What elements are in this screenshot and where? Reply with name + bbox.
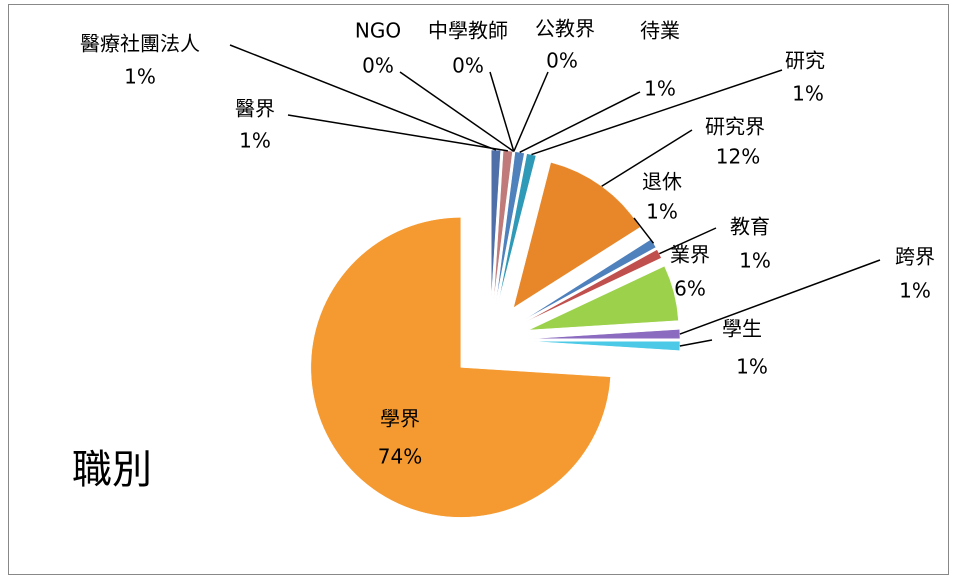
value-label: 0% (452, 54, 484, 78)
value-label: 1% (644, 77, 676, 101)
leader-line (513, 71, 549, 152)
value-label: 1% (239, 129, 271, 153)
value-label: 1% (739, 249, 771, 273)
slice-label: 研究界 (705, 115, 765, 139)
leader-line (679, 339, 713, 347)
leader-line (679, 259, 881, 335)
pie-slice (310, 217, 611, 518)
leader-line (633, 217, 655, 244)
slice-label: 醫界 (235, 97, 275, 121)
chart-title: 職別 (72, 447, 152, 493)
slice-label: 教育 (730, 215, 770, 239)
leader-line (489, 71, 515, 152)
value-label: 1% (899, 279, 931, 303)
value-label: 0% (546, 49, 578, 73)
value-label: 1% (736, 355, 768, 379)
leader-line (531, 69, 783, 156)
value-label: 1% (646, 200, 678, 224)
slice-label: 學界 (380, 407, 420, 431)
value-label: 0% (362, 54, 394, 78)
leader-line (399, 71, 515, 153)
value-label: 1% (792, 82, 824, 106)
leader-line (229, 44, 497, 151)
value-label: 1% (124, 65, 156, 89)
value-label: 6% (674, 277, 706, 301)
pie-slice (525, 249, 662, 323)
slice-label: NGO (355, 19, 401, 43)
leader-line (519, 91, 641, 154)
slice-label: 業界 (670, 243, 710, 267)
slice-label: 中學教師 (428, 19, 508, 43)
slice-label: 學生 (722, 317, 762, 341)
leader-line (601, 129, 693, 187)
leader-line (287, 114, 509, 152)
pie-slice (498, 153, 537, 302)
slice-label: 退休 (642, 170, 682, 194)
pie-slice (529, 341, 681, 351)
slice-label: 研究 (785, 49, 825, 73)
slice-label: 醫療社團法人 (80, 32, 200, 56)
slice-label: 公教界 (535, 17, 595, 41)
slice-label: 待業 (640, 19, 680, 43)
slice-label: 跨界 (895, 245, 935, 269)
pie-slice (528, 265, 679, 331)
leader-line (658, 227, 717, 255)
value-label: 74% (378, 445, 422, 469)
pie-slice (529, 329, 681, 339)
value-label: 12% (716, 145, 760, 169)
